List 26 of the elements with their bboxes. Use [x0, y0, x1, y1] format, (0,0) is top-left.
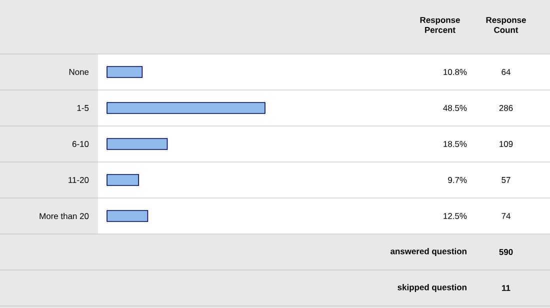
bar: [106, 210, 148, 222]
text: 64: [502, 69, 510, 75]
y-tick-label: 1-5: [77, 105, 89, 111]
text: 74: [502, 213, 510, 219]
bar: [106, 174, 140, 186]
text: Response Percent: [420, 17, 460, 33]
bar: [106, 66, 143, 78]
y-tick-label: 6-10: [72, 141, 89, 147]
text: 286: [499, 105, 513, 111]
text: 11: [502, 285, 510, 291]
y-tick-label: None: [69, 69, 89, 75]
text: skipped question: [398, 284, 466, 292]
data-label: 12.5%: [444, 213, 467, 219]
text: Response Count: [486, 17, 526, 33]
bar: [106, 102, 266, 114]
y-tick-label: More than 20: [40, 212, 89, 220]
text: 109: [500, 141, 513, 147]
bar: [106, 138, 168, 150]
data-label: 10.8%: [444, 69, 467, 75]
data-label: 48.5%: [443, 105, 467, 111]
data-label: 18.5%: [444, 141, 467, 147]
y-tick-label: 11-20: [68, 177, 89, 183]
text: 590: [499, 249, 513, 255]
text: answered question: [390, 248, 466, 256]
data-label: 9.7%: [448, 177, 467, 183]
text: 57: [502, 177, 510, 183]
